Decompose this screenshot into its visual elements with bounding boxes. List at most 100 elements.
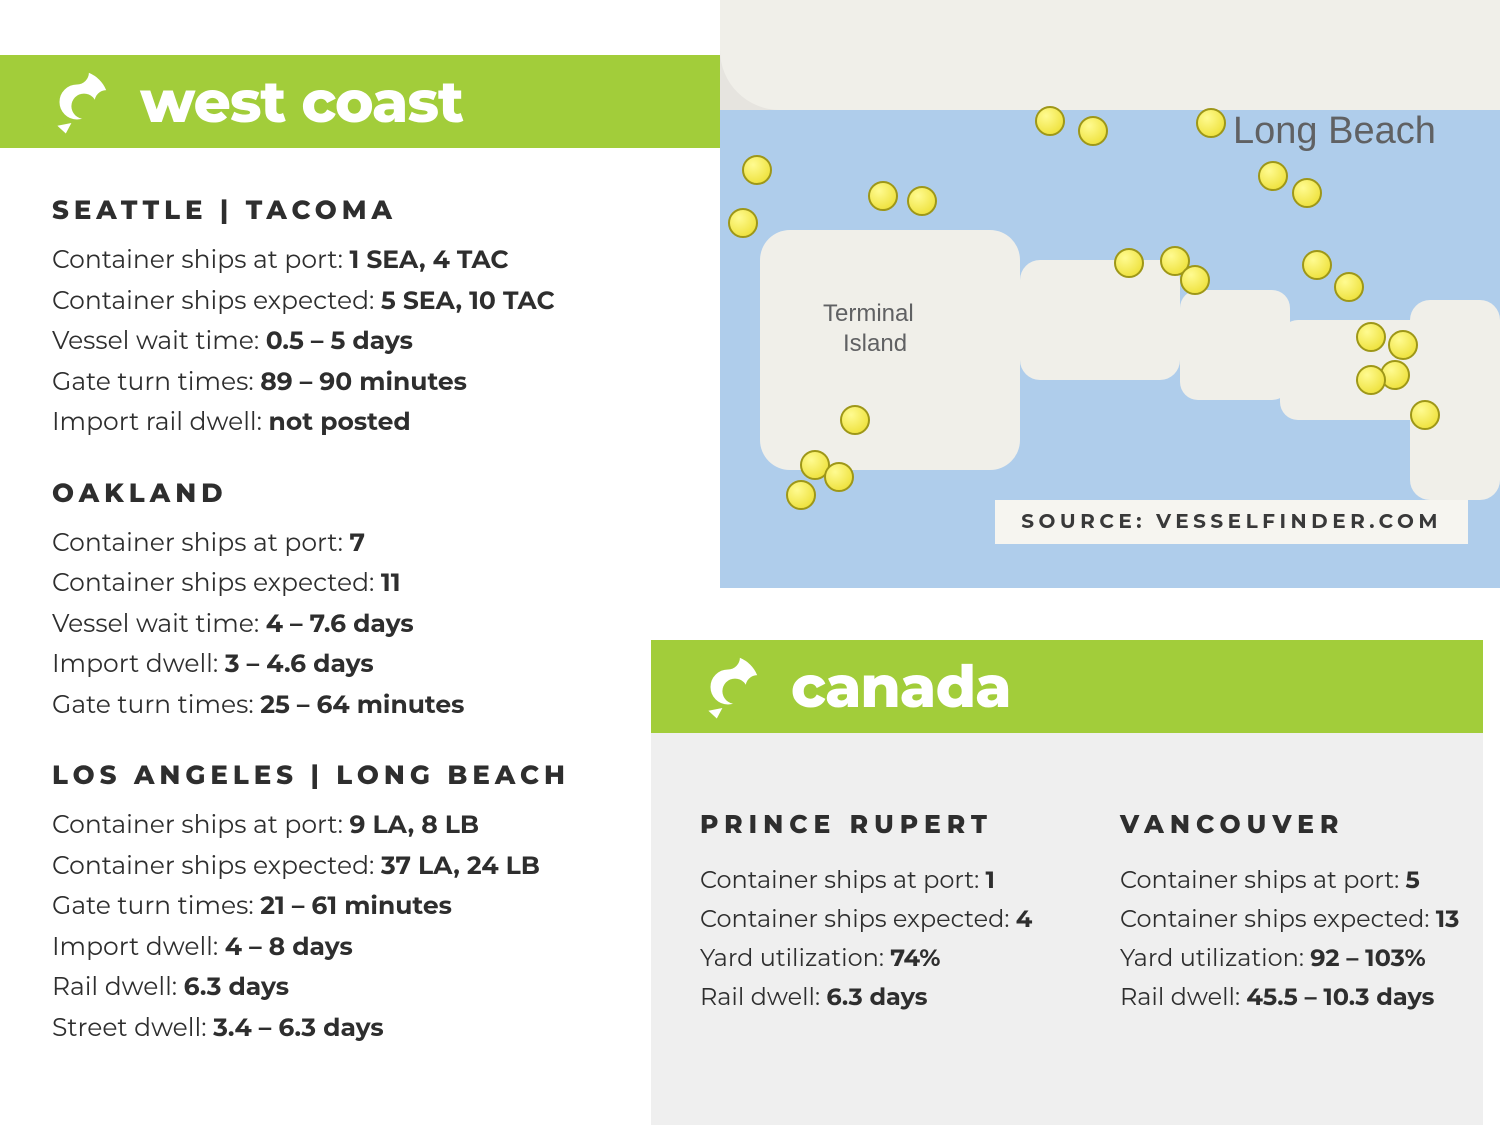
stat-line: Container ships at port: 5 — [1120, 862, 1470, 901]
vessel-marker — [786, 480, 816, 510]
banner-west-coast: west coast — [0, 55, 774, 148]
vessel-marker — [840, 405, 870, 435]
stat-label: Container ships expected: — [700, 905, 1016, 934]
stat-value: 0.5 – 5 days — [266, 326, 413, 356]
stat-line: Container ships at port: 1 — [700, 862, 1050, 901]
vessel-marker — [1292, 178, 1322, 208]
stat-label: Vessel wait time: — [52, 326, 266, 356]
stat-label: Import dwell: — [52, 932, 225, 962]
port-heading: SEATTLE | TACOMA — [52, 194, 627, 226]
vessel-marker — [728, 208, 758, 238]
stat-line: Container ships expected: 4 — [700, 901, 1050, 940]
vessel-marker — [1196, 108, 1226, 138]
west-coast-column: SEATTLE | TACOMA Container ships at port:… — [52, 194, 627, 1082]
stat-value: 13 — [1436, 905, 1460, 934]
port-block: PRINCE RUPERTContainer ships at port: 1C… — [700, 810, 1050, 1018]
stat-label: Container ships at port: — [700, 866, 986, 895]
stat-value: 89 – 90 minutes — [260, 367, 467, 397]
stat-line: Rail dwell: 45.5 – 10.3 days — [1120, 979, 1470, 1018]
port-stats: Container ships at port: 5Container ship… — [1120, 862, 1470, 1018]
vessel-marker — [1035, 106, 1065, 136]
stat-value: 5 SEA, 10 TAC — [381, 286, 555, 316]
stat-value: not posted — [269, 407, 411, 437]
stat-value: 4 — [1016, 905, 1033, 934]
stat-label: Import dwell: — [52, 649, 225, 679]
stat-label: Gate turn times: — [52, 891, 260, 921]
stat-label: Rail dwell: — [52, 972, 184, 1002]
vessel-marker — [1356, 365, 1386, 395]
stat-value: 45.5 – 10.3 days — [1246, 983, 1434, 1012]
vessel-marker — [1180, 265, 1210, 295]
logo-icon — [42, 67, 112, 137]
vessel-marker — [1334, 272, 1364, 302]
stat-label: Container ships expected: — [52, 286, 381, 316]
stat-line: Container ships at port: 7 — [52, 523, 627, 564]
port-stats: Container ships at port: 9 LA, 8 LBConta… — [52, 805, 627, 1048]
vessel-marker — [742, 155, 772, 185]
canada-columns: PRINCE RUPERTContainer ships at port: 1C… — [700, 810, 1470, 1018]
vessel-marker — [1410, 400, 1440, 430]
stat-label: Container ships at port: — [1120, 866, 1406, 895]
stat-line: Yard utilization: 74% — [700, 940, 1050, 979]
stat-value: 5 — [1406, 866, 1420, 895]
banner-canada-title: canada — [791, 651, 1011, 722]
stat-value: 7 — [349, 528, 365, 558]
stat-label: Import rail dwell: — [52, 407, 269, 437]
stat-line: Container ships expected: 11 — [52, 563, 627, 604]
port-stats: Container ships at port: 1 SEA, 4 TAC Con… — [52, 240, 627, 443]
stat-label: Container ships at port: — [52, 528, 349, 558]
stat-line: Container ships expected: 37 LA, 24 LB — [52, 846, 627, 887]
stat-label: Container ships expected: — [52, 851, 381, 881]
port-heading: LOS ANGELES | LONG BEACH — [52, 759, 627, 791]
canada-col: VANCOUVERContainer ships at port: 5Conta… — [1120, 810, 1470, 1018]
stat-label: Gate turn times: — [52, 690, 260, 720]
stat-value: 1 SEA, 4 TAC — [349, 245, 508, 275]
port-block: VANCOUVERContainer ships at port: 5Conta… — [1120, 810, 1470, 1018]
map-label: Terminal — [823, 300, 914, 328]
stat-line: Vessel wait time: 4 – 7.6 days — [52, 604, 627, 645]
stat-value: 25 – 64 minutes — [260, 690, 464, 720]
map-label: Long Beach — [1233, 110, 1436, 153]
stat-value: 21 – 61 minutes — [260, 891, 452, 921]
stat-line: Import rail dwell: not posted — [52, 402, 627, 443]
stat-label: Gate turn times: — [52, 367, 260, 397]
stat-label: Rail dwell: — [700, 983, 826, 1012]
stat-value: 9 LA, 8 LB — [349, 810, 479, 840]
stat-line: Container ships at port: 9 LA, 8 LB — [52, 805, 627, 846]
vessel-marker — [1078, 116, 1108, 146]
stat-label: Container ships at port: — [52, 245, 349, 275]
stat-value: 92 – 103% — [1310, 944, 1425, 973]
vessel-marker — [907, 186, 937, 216]
stat-label: Yard utilization: — [1120, 944, 1310, 973]
stat-value: 37 LA, 24 LB — [381, 851, 540, 881]
stat-value: 1 — [986, 866, 995, 895]
stat-value: 6.3 days — [184, 972, 289, 1002]
vessel-marker — [824, 462, 854, 492]
port-block: LOS ANGELES | LONG BEACH Container ships … — [52, 759, 627, 1048]
stat-line: Container ships expected: 5 SEA, 10 TAC — [52, 281, 627, 322]
stat-value: 6.3 days — [826, 983, 927, 1012]
stat-line: Rail dwell: 6.3 days — [52, 967, 627, 1008]
stat-line: Vessel wait time: 0.5 – 5 days — [52, 321, 627, 362]
port-block: OAKLANDContainer ships at port: 7Contain… — [52, 477, 627, 726]
logo-icon — [693, 652, 763, 722]
stat-line: Gate turn times: 25 – 64 minutes — [52, 685, 627, 726]
stat-line: Container ships expected: 13 — [1120, 901, 1470, 940]
vessel-marker — [868, 181, 898, 211]
stat-label: Container ships expected: — [1120, 905, 1436, 934]
stat-label: Container ships expected: — [52, 568, 381, 598]
stat-line: Import dwell: 3 – 4.6 days — [52, 644, 627, 685]
stat-line: Gate turn times: 21 – 61 minutes — [52, 886, 627, 927]
port-stats: Container ships at port: 7Container ship… — [52, 523, 627, 726]
map-source: SOURCE: VESSELFINDER.COM — [995, 500, 1468, 544]
stat-value: 3.4 – 6.3 days — [213, 1013, 384, 1043]
port-heading: PRINCE RUPERT — [700, 810, 1050, 840]
vessel-marker — [1302, 250, 1332, 280]
stat-value: 4 – 8 days — [225, 932, 353, 962]
port-block: SEATTLE | TACOMA Container ships at port:… — [52, 194, 627, 443]
stat-label: Street dwell: — [52, 1013, 213, 1043]
stat-label: Vessel wait time: — [52, 609, 266, 639]
port-map: Long BeachTerminalIsland SOURCE: VESSELF… — [720, 0, 1500, 588]
stat-label: Yard utilization: — [700, 944, 890, 973]
vessel-marker — [1356, 322, 1386, 352]
